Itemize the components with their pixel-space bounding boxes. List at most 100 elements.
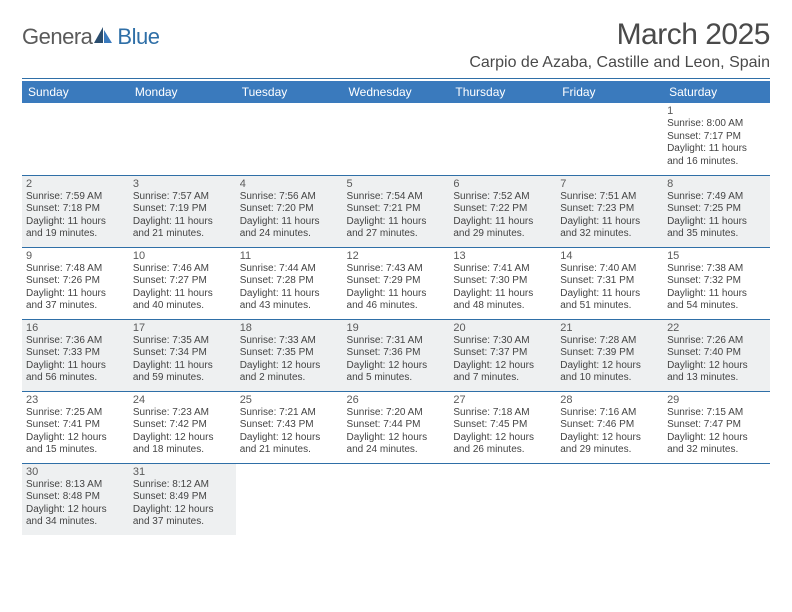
calendar-cell: 13Sunrise: 7:41 AMSunset: 7:30 PMDayligh… [449,247,556,319]
day-info: Sunrise: 7:59 AMSunset: 7:18 PMDaylight:… [26,191,125,241]
calendar-cell: 8Sunrise: 7:49 AMSunset: 7:25 PMDaylight… [663,175,770,247]
day-info: Sunrise: 7:18 AMSunset: 7:45 PMDaylight:… [453,407,552,457]
day-number: 16 [26,322,125,334]
day-number: 13 [453,250,552,262]
calendar-cell: 3Sunrise: 7:57 AMSunset: 7:19 PMDaylight… [129,175,236,247]
logo-text-general: Genera [22,24,92,50]
day-number: 14 [560,250,659,262]
day-number: 21 [560,322,659,334]
day-number: 1 [667,105,766,117]
day-number: 5 [347,178,446,190]
weekday-header: Wednesday [343,81,450,103]
day-info: Sunrise: 7:25 AMSunset: 7:41 PMDaylight:… [26,407,125,457]
calendar-cell: 29Sunrise: 7:15 AMSunset: 7:47 PMDayligh… [663,391,770,463]
day-info: Sunrise: 7:48 AMSunset: 7:26 PMDaylight:… [26,263,125,313]
day-info: Sunrise: 7:52 AMSunset: 7:22 PMDaylight:… [453,191,552,241]
day-info: Sunrise: 8:00 AMSunset: 7:17 PMDaylight:… [667,118,766,168]
day-info: Sunrise: 7:23 AMSunset: 7:42 PMDaylight:… [133,407,232,457]
calendar-cell: 7Sunrise: 7:51 AMSunset: 7:23 PMDaylight… [556,175,663,247]
day-info: Sunrise: 7:41 AMSunset: 7:30 PMDaylight:… [453,263,552,313]
calendar-cell: 27Sunrise: 7:18 AMSunset: 7:45 PMDayligh… [449,391,556,463]
day-info: Sunrise: 7:31 AMSunset: 7:36 PMDaylight:… [347,335,446,385]
weekday-header: Monday [129,81,236,103]
day-number: 11 [240,250,339,262]
day-info: Sunrise: 7:26 AMSunset: 7:40 PMDaylight:… [667,335,766,385]
day-number: 19 [347,322,446,334]
calendar-cell: 31Sunrise: 8:12 AMSunset: 8:49 PMDayligh… [129,463,236,535]
day-number: 23 [26,394,125,406]
calendar-cell: 10Sunrise: 7:46 AMSunset: 7:27 PMDayligh… [129,247,236,319]
calendar-cell: 22Sunrise: 7:26 AMSunset: 7:40 PMDayligh… [663,319,770,391]
calendar-cell: 30Sunrise: 8:13 AMSunset: 8:48 PMDayligh… [22,463,129,535]
calendar-row: 30Sunrise: 8:13 AMSunset: 8:48 PMDayligh… [22,463,770,535]
divider [22,78,770,79]
calendar-cell: 15Sunrise: 7:38 AMSunset: 7:32 PMDayligh… [663,247,770,319]
day-info: Sunrise: 7:21 AMSunset: 7:43 PMDaylight:… [240,407,339,457]
weekday-header: Thursday [449,81,556,103]
day-info: Sunrise: 7:46 AMSunset: 7:27 PMDaylight:… [133,263,232,313]
day-info: Sunrise: 7:16 AMSunset: 7:46 PMDaylight:… [560,407,659,457]
title-block: March 2025 Carpio de Azaba, Castille and… [469,18,770,72]
calendar-cell: 19Sunrise: 7:31 AMSunset: 7:36 PMDayligh… [343,319,450,391]
day-number: 29 [667,394,766,406]
calendar-cell [22,103,129,175]
day-number: 17 [133,322,232,334]
weekday-header: Tuesday [236,81,343,103]
calendar-cell: 28Sunrise: 7:16 AMSunset: 7:46 PMDayligh… [556,391,663,463]
day-info: Sunrise: 7:56 AMSunset: 7:20 PMDaylight:… [240,191,339,241]
day-info: Sunrise: 7:20 AMSunset: 7:44 PMDaylight:… [347,407,446,457]
calendar-cell: 25Sunrise: 7:21 AMSunset: 7:43 PMDayligh… [236,391,343,463]
day-info: Sunrise: 7:40 AMSunset: 7:31 PMDaylight:… [560,263,659,313]
calendar-cell: 24Sunrise: 7:23 AMSunset: 7:42 PMDayligh… [129,391,236,463]
calendar-cell [663,463,770,535]
calendar-cell: 9Sunrise: 7:48 AMSunset: 7:26 PMDaylight… [22,247,129,319]
calendar-body: 1Sunrise: 8:00 AMSunset: 7:17 PMDaylight… [22,103,770,535]
calendar-cell: 6Sunrise: 7:52 AMSunset: 7:22 PMDaylight… [449,175,556,247]
location: Carpio de Azaba, Castille and Leon, Spai… [469,54,770,72]
day-number: 31 [133,466,232,478]
month-title: March 2025 [469,18,770,52]
calendar-cell [236,103,343,175]
calendar-cell: 11Sunrise: 7:44 AMSunset: 7:28 PMDayligh… [236,247,343,319]
day-info: Sunrise: 7:33 AMSunset: 7:35 PMDaylight:… [240,335,339,385]
day-number: 8 [667,178,766,190]
calendar-cell: 21Sunrise: 7:28 AMSunset: 7:39 PMDayligh… [556,319,663,391]
calendar-cell: 2Sunrise: 7:59 AMSunset: 7:18 PMDaylight… [22,175,129,247]
calendar-cell: 5Sunrise: 7:54 AMSunset: 7:21 PMDaylight… [343,175,450,247]
day-info: Sunrise: 7:57 AMSunset: 7:19 PMDaylight:… [133,191,232,241]
calendar-table: Sunday Monday Tuesday Wednesday Thursday… [22,81,770,535]
calendar-cell: 20Sunrise: 7:30 AMSunset: 7:37 PMDayligh… [449,319,556,391]
header: Genera Blue March 2025 Carpio de Azaba, … [22,18,770,72]
day-number: 10 [133,250,232,262]
day-number: 4 [240,178,339,190]
day-number: 12 [347,250,446,262]
day-number: 27 [453,394,552,406]
day-number: 25 [240,394,339,406]
calendar-row: 9Sunrise: 7:48 AMSunset: 7:26 PMDaylight… [22,247,770,319]
day-info: Sunrise: 7:15 AMSunset: 7:47 PMDaylight:… [667,407,766,457]
calendar-row: 16Sunrise: 7:36 AMSunset: 7:33 PMDayligh… [22,319,770,391]
day-number: 22 [667,322,766,334]
calendar-row: 23Sunrise: 7:25 AMSunset: 7:41 PMDayligh… [22,391,770,463]
calendar-cell [343,103,450,175]
day-number: 28 [560,394,659,406]
logo: Genera Blue [22,24,159,50]
day-info: Sunrise: 7:49 AMSunset: 7:25 PMDaylight:… [667,191,766,241]
calendar-cell: 1Sunrise: 8:00 AMSunset: 7:17 PMDaylight… [663,103,770,175]
day-info: Sunrise: 7:44 AMSunset: 7:28 PMDaylight:… [240,263,339,313]
day-number: 26 [347,394,446,406]
calendar-cell [556,103,663,175]
day-info: Sunrise: 7:51 AMSunset: 7:23 PMDaylight:… [560,191,659,241]
day-info: Sunrise: 7:54 AMSunset: 7:21 PMDaylight:… [347,191,446,241]
weekday-header: Friday [556,81,663,103]
weekday-header-row: Sunday Monday Tuesday Wednesday Thursday… [22,81,770,103]
day-number: 24 [133,394,232,406]
logo-sail-icon [92,25,114,50]
weekday-header: Sunday [22,81,129,103]
calendar-cell: 4Sunrise: 7:56 AMSunset: 7:20 PMDaylight… [236,175,343,247]
day-number: 3 [133,178,232,190]
calendar-row: 1Sunrise: 8:00 AMSunset: 7:17 PMDaylight… [22,103,770,175]
day-info: Sunrise: 7:36 AMSunset: 7:33 PMDaylight:… [26,335,125,385]
calendar-cell: 12Sunrise: 7:43 AMSunset: 7:29 PMDayligh… [343,247,450,319]
calendar-cell: 23Sunrise: 7:25 AMSunset: 7:41 PMDayligh… [22,391,129,463]
